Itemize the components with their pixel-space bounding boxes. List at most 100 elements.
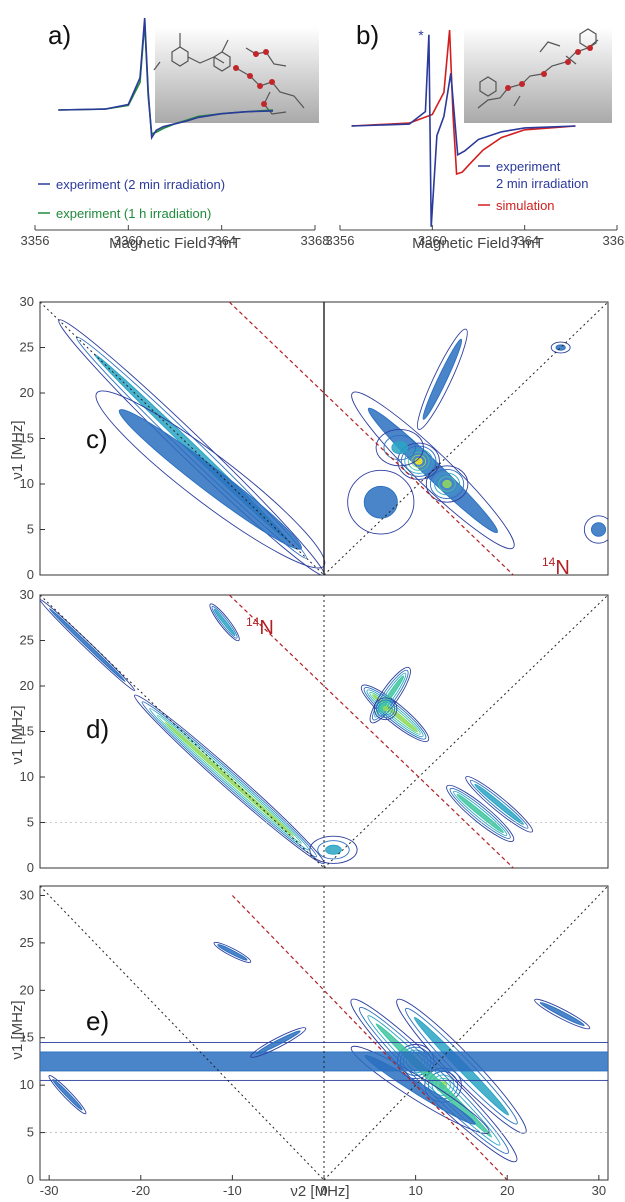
y-ticks-d: 0 5 10 15 20 25 30 [20, 587, 45, 875]
x-tick-label-b-2: 3364 [510, 233, 539, 248]
series-line-b-0 [351, 34, 576, 227]
y-tick-label-c-0: 0 [27, 567, 34, 582]
panel-label-b: b) [356, 20, 379, 50]
contour-d-5-2 [378, 701, 393, 716]
x-tick-label-a-2: 3364 [207, 233, 236, 248]
n14-label-d-element: N [259, 617, 273, 639]
inset-a-background [155, 27, 319, 123]
contour-d [39, 594, 609, 869]
contour-c-4-4 [442, 479, 452, 489]
plot-b-traces [351, 29, 576, 227]
contour-layer-c [58, 319, 608, 575]
contour-e-2-2 [367, 1015, 501, 1146]
contour-c-1-1 [118, 409, 302, 550]
y-tick-label-e-0: 0 [27, 1172, 34, 1187]
x-ticks-e: -30 -20 -10 0 10 20 30 [40, 1175, 606, 1198]
contour-d-2-0 [309, 835, 358, 864]
x-tick-label-e-6: 30 [592, 1183, 606, 1198]
diag-neg-c [39, 301, 325, 576]
contour-c-9-1 [555, 344, 566, 351]
y-axis-label-c: ν1 [MHz] [9, 420, 26, 479]
contour-e-7-1 [539, 1002, 585, 1027]
contour-e-6-1 [52, 1078, 83, 1111]
contour-c-2-0 [351, 391, 515, 550]
y-tick-label-c-4: 20 [20, 385, 34, 400]
y-tick-label-e-4: 20 [20, 982, 34, 997]
contour-d-8-1 [211, 605, 238, 639]
diag-pos-d [323, 594, 609, 869]
contour-c-7-1 [422, 338, 463, 420]
diag-pos-c [323, 301, 609, 576]
x-tick-label-b-0: 3356 [326, 233, 355, 248]
contour-d-7-2 [474, 783, 524, 825]
contour-c-3-0 [397, 442, 440, 480]
contour-c [39, 301, 609, 576]
y-axis-label-d: ν1 [MHz] [9, 705, 26, 764]
contour-d-5-4 [382, 706, 389, 712]
x-tick-label-a-1: 3360 [114, 233, 143, 248]
contour-c-3-2 [404, 448, 434, 474]
contour-c-4-2 [434, 472, 461, 496]
legend-label-a-1: experiment (2 min irradiation) [56, 177, 225, 192]
contour-c-5-0 [375, 428, 424, 467]
contour-e-9-0 [250, 1027, 307, 1058]
y-tick-label-c-6: 30 [20, 294, 34, 309]
panel-a-spectrum: 3356 3360 3364 3368 Magnetic Field / mT a) … [21, 17, 329, 252]
contour-e [39, 885, 609, 1181]
contour-c-4-3 [438, 476, 456, 492]
contour-c-5-2 [391, 441, 409, 455]
diag-pos-e [323, 885, 609, 1181]
n14-label-c-element: N [555, 557, 569, 579]
x-ticks-a: 3356 3360 3364 3368 [21, 225, 329, 248]
contour-d-0-0 [133, 694, 325, 865]
x-tick-label-e-2: -10 [223, 1183, 242, 1198]
y-tick-label-d-5: 25 [20, 633, 34, 648]
contour-c-4-0 [425, 465, 469, 503]
panel-e-hyscore: 0 5 10 15 20 25 30 -30 -20 -10 0 10 20 30 ν1 [MHz] ν… [9, 885, 609, 1200]
x-tick-label-e-3: 0 [320, 1183, 327, 1198]
contour-e-7-0 [534, 998, 591, 1030]
y-tick-label-d-6: 30 [20, 587, 34, 602]
contour-c-8-0 [583, 515, 608, 544]
x-tick-label-e-4: 10 [408, 1183, 422, 1198]
panel-d-hyscore: 0 5 10 15 20 25 30 ν1 [MHz] d) 14N [9, 587, 609, 875]
n14-label-c-mass: 14 [542, 555, 556, 569]
contour-d-2-1 [317, 840, 350, 860]
contour-d-0-2 [149, 708, 310, 851]
contour-d-8-0 [209, 603, 240, 642]
y-tick-label-c-5: 25 [20, 340, 34, 355]
y-tick-label-e-3: 15 [20, 1030, 34, 1045]
legend-b-line-0: experiment [496, 159, 561, 174]
n14-label-d-mass: 14 [246, 615, 260, 629]
contour-d-1-1 [48, 608, 126, 682]
n14-line-d [228, 594, 514, 869]
y-tick-label-e-1: 5 [27, 1125, 34, 1140]
x-tick-label-b-3: 3368 [603, 233, 625, 248]
panel-label-c: c) [86, 424, 108, 454]
x-tick-label-b-1: 3360 [418, 233, 447, 248]
inset-a-atoms [233, 49, 275, 107]
legend-label-b-1a: experiment 2 min irradiation [496, 159, 589, 191]
contour-d-6-2 [453, 790, 508, 836]
contour-c-3-1 [400, 445, 437, 477]
y-tick-label-c-2: 10 [20, 476, 34, 491]
y-tick-label-e-5: 25 [20, 935, 34, 950]
contour-d-4-0 [369, 666, 411, 724]
n14-line-e [231, 895, 508, 1181]
y-tick-label-d-2: 10 [20, 769, 34, 784]
contour-e-6-0 [48, 1075, 87, 1115]
contour-e-8-0 [213, 941, 252, 963]
y-ticks-c: 0 5 10 15 20 25 30 [20, 294, 45, 582]
contour-d-6-3 [456, 793, 504, 834]
legend-b-line-1: 2 min irradiation [496, 176, 589, 191]
y-tick-label-d-4: 20 [20, 678, 34, 693]
x-axis-label-b: Magnetic Field / mT [412, 235, 544, 252]
contour-d-3-3 [369, 691, 421, 735]
contour-layer-e [40, 941, 608, 1163]
contour-c-3-3 [407, 451, 430, 471]
contour-c-6-1 [363, 485, 398, 519]
legend-label-b-2: simulation [496, 198, 555, 213]
x-tick-label-e-1: -20 [131, 1183, 150, 1198]
